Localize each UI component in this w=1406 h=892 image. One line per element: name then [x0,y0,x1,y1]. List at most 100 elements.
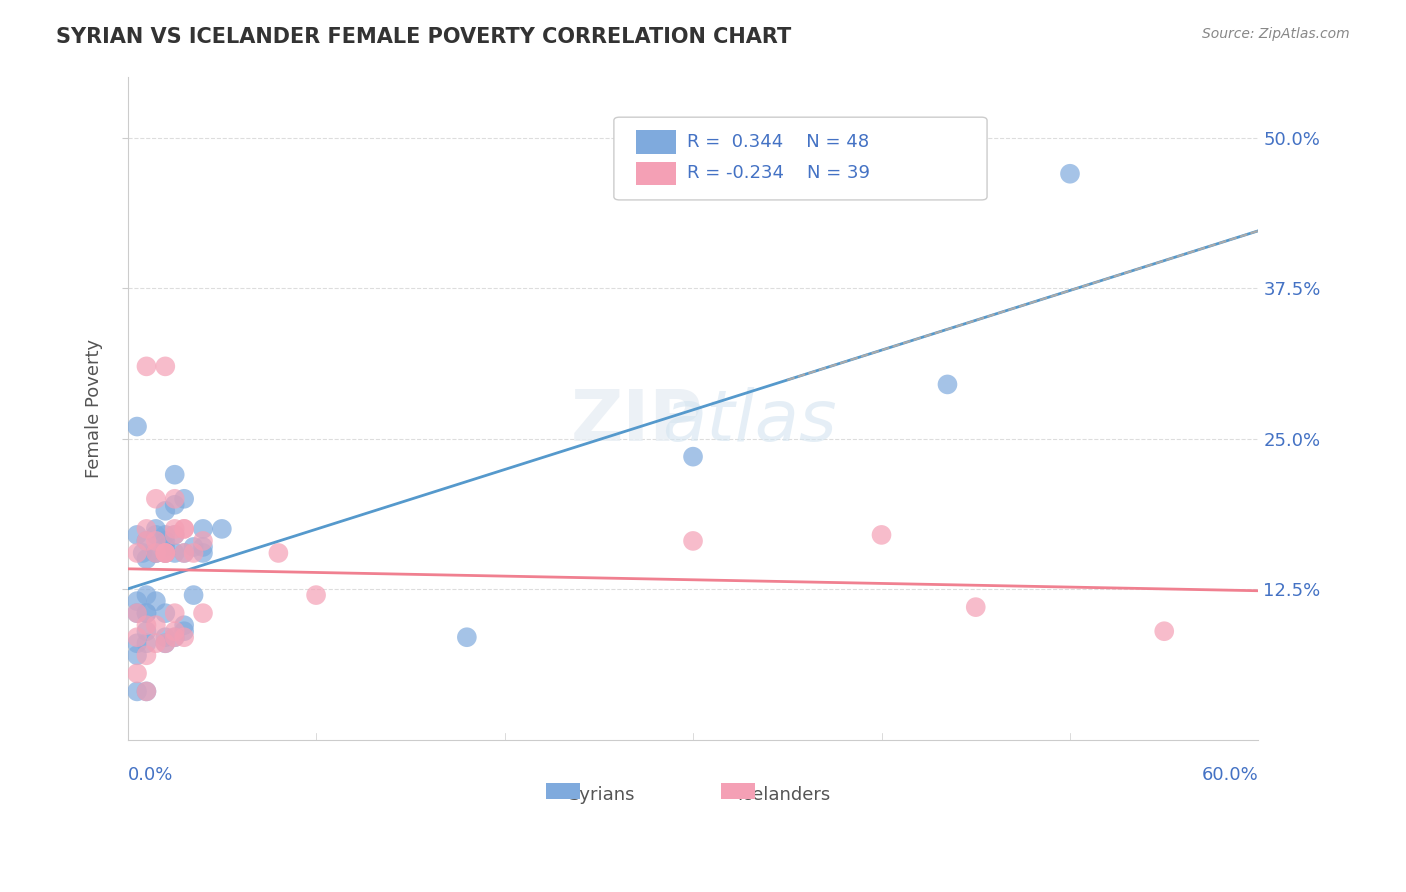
Point [135,588,157,602]
Point [125,684,148,698]
Point [163,546,186,560]
Text: Icelanders: Icelanders [737,786,830,804]
Point [682,533,704,548]
Text: Syrians: Syrians [569,786,636,804]
Point [125,546,148,560]
Point [163,522,186,536]
Point [155,630,177,644]
Point [163,467,186,482]
Point [135,552,157,566]
Point [163,491,186,506]
Point [145,491,167,506]
Text: SYRIAN VS ICELANDER FEMALE POVERTY CORRELATION CHART: SYRIAN VS ICELANDER FEMALE POVERTY CORRE… [56,27,792,46]
Point [191,546,214,560]
Text: 60.0%: 60.0% [1202,766,1258,784]
Point [125,648,148,663]
Point [173,491,195,506]
Point [173,624,195,639]
Point [183,540,205,554]
Point [155,636,177,650]
Point [163,528,186,542]
Point [305,588,328,602]
Point [155,546,177,560]
Point [155,546,177,560]
Point [145,618,167,632]
Point [135,624,157,639]
Point [125,636,148,650]
Point [135,684,157,698]
Point [267,546,290,560]
Bar [546,782,579,799]
Point [135,606,157,620]
Point [173,630,195,644]
Point [125,666,148,681]
Point [173,522,195,536]
Point [173,546,195,560]
Point [163,624,186,639]
Point [135,522,157,536]
Text: ZIP: ZIP [571,387,703,456]
Point [145,533,167,548]
Point [135,618,157,632]
Point [135,648,157,663]
Text: Source: ZipAtlas.com: Source: ZipAtlas.com [1202,27,1350,41]
Point [173,546,195,560]
Point [125,419,148,434]
Point [163,528,186,542]
Point [155,504,177,518]
Point [135,684,157,698]
Point [155,546,177,560]
Bar [637,130,676,153]
Point [1059,167,1081,181]
Point [936,377,959,392]
Point [163,606,186,620]
Point [155,540,177,554]
Point [145,522,167,536]
Point [145,546,167,560]
Point [145,636,167,650]
Text: atlas: atlas [662,387,837,456]
Text: R =  0.344    N = 48: R = 0.344 N = 48 [688,133,869,152]
Point [191,533,214,548]
Point [145,546,167,560]
Bar [721,782,755,799]
Point [135,533,157,548]
Bar [637,161,676,185]
Point [145,594,167,608]
Point [211,522,233,536]
Point [135,606,157,620]
Point [145,528,167,542]
Point [135,533,157,548]
Point [125,606,148,620]
Point [155,606,177,620]
Point [155,546,177,560]
Point [135,636,157,650]
FancyBboxPatch shape [614,117,987,200]
Point [155,636,177,650]
Point [173,618,195,632]
Point [155,359,177,374]
Point [163,630,186,644]
Point [456,630,478,644]
Point [191,540,214,554]
Point [135,359,157,374]
Point [125,528,148,542]
Y-axis label: Female Poverty: Female Poverty [86,339,103,478]
Point [191,522,214,536]
Point [965,600,987,615]
Point [125,594,148,608]
Point [870,528,893,542]
Text: 0.0%: 0.0% [128,766,173,784]
Point [191,606,214,620]
Point [183,546,205,560]
Point [163,630,186,644]
Point [125,630,148,644]
Point [183,588,205,602]
Point [145,546,167,560]
Point [155,533,177,548]
Point [131,546,153,560]
Point [163,498,186,512]
Point [682,450,704,464]
Point [1153,624,1175,639]
Text: R = -0.234    N = 39: R = -0.234 N = 39 [688,164,870,183]
